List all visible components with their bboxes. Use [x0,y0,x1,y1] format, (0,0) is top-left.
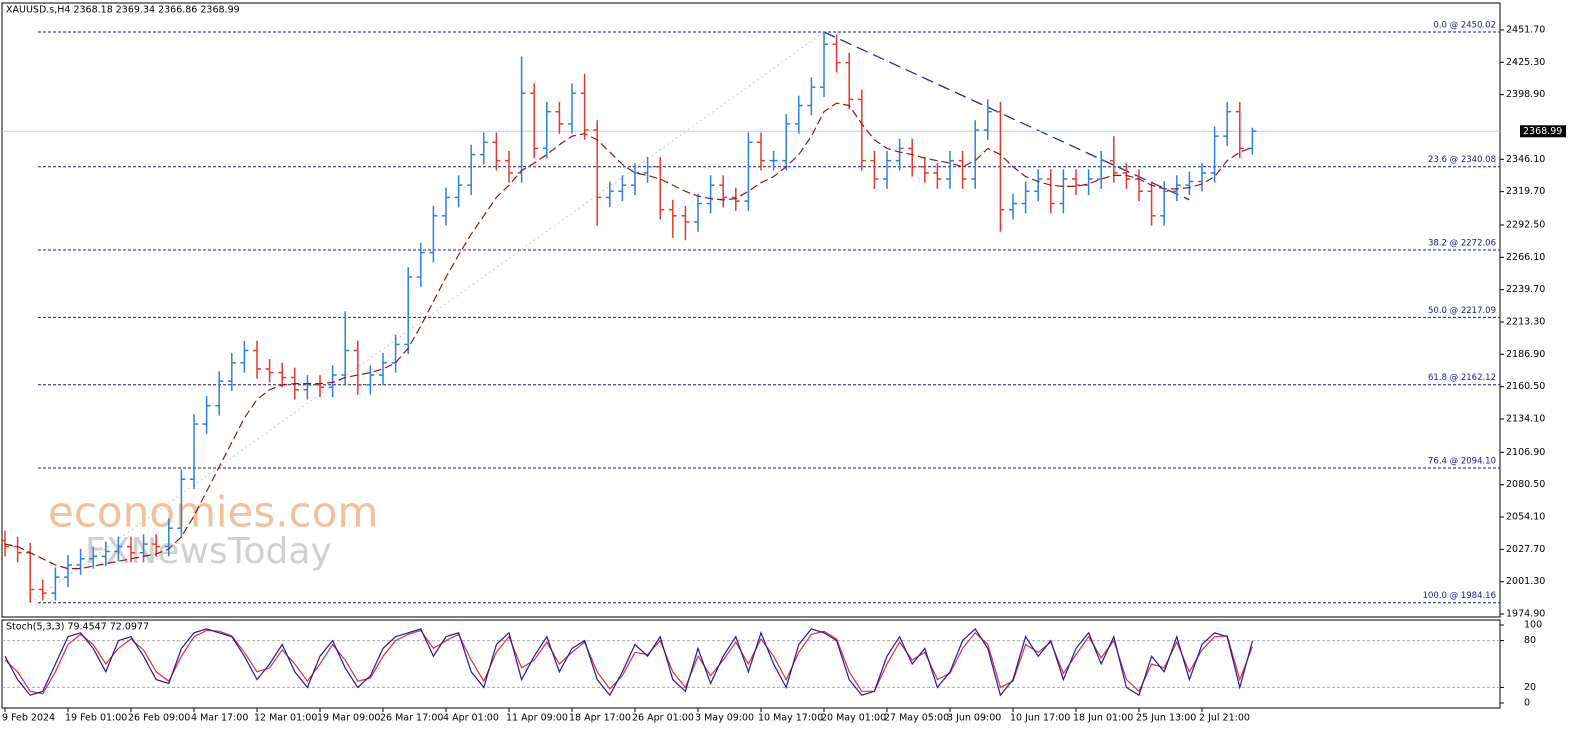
y-tick-label: 2160.50 [1506,381,1545,392]
fib-label: 23.6 @ 2340.08 [1428,155,1496,165]
current-price-box [1520,125,1566,138]
y2-tick-label: 80 [1524,635,1536,646]
x-tick-label: 19 Feb 01:00 [65,713,127,724]
y-tick-label: 2346.10 [1506,154,1545,165]
x-tick-label: 10 Jun 17:00 [1010,713,1070,724]
y-tick-label: 2186.90 [1506,349,1545,360]
x-tick-label: 19 Mar 09:00 [317,713,380,724]
chart-title: XAUUSD.s,H4 2368.18 2369.34 2366.86 2368… [6,5,240,16]
x-tick-label: 26 Apr 01:00 [632,713,694,724]
x-tick-label: 9 Feb 2024 [2,713,55,724]
y-tick-label: 2054.10 [1506,512,1545,523]
y-tick-label: 2239.70 [1506,284,1545,295]
price-panel [1,2,1501,618]
x-tick-label: 3 Jun 09:00 [947,713,1001,724]
x-tick-label: 12 Mar 01:00 [254,713,317,724]
fib-label: 61.8 @ 2162.12 [1428,373,1496,383]
watermark: economies.com [48,488,378,537]
y-tick-label: 2451.70 [1506,24,1545,35]
x-tick-label: 25 Jun 13:00 [1136,713,1196,724]
y-tick-label: 1974.90 [1506,609,1545,620]
x-tick-label: 4 Mar 17:00 [191,713,248,724]
y2-tick-label: 0 [1524,698,1530,709]
x-tick-label: 18 Jun 01:00 [1073,713,1133,724]
fib-label: 0.0 @ 2450.02 [1433,21,1496,31]
stoch-panel [1,619,1501,709]
x-tick-label: 11 Apr 09:00 [506,713,568,724]
fib-label: 76.4 @ 2094.10 [1428,457,1496,467]
current-price-label: 2368.99 [1523,126,1562,137]
x-tick-label: 27 May 05:00 [884,713,949,724]
x-tick-label: 18 Apr 17:00 [569,713,631,724]
y-tick-label: 2319.70 [1506,186,1545,197]
y-tick-label: 2001.30 [1506,576,1545,587]
watermark: FXNewsToday [85,531,332,572]
moving-average [4,102,1253,570]
fib-label: 38.2 @ 2272.06 [1428,239,1496,249]
y2-tick-label: 20 [1524,682,1536,693]
x-tick-label: 3 May 09:00 [695,713,754,724]
fib-label: 50.0 @ 2217.09 [1428,306,1496,316]
trendline [823,31,1190,201]
y2-tick-label: 100 [1524,619,1542,630]
y-tick-label: 2292.50 [1506,219,1545,230]
y-tick-label: 2106.90 [1506,447,1545,458]
y-tick-label: 2213.30 [1506,317,1545,328]
x-tick-label: 4 Apr 01:00 [443,713,499,724]
stoch-signal [4,629,1253,695]
x-tick-label: 26 Mar 17:00 [380,713,443,724]
y-tick-label: 2134.10 [1506,414,1545,425]
y-tick-label: 2266.10 [1506,252,1545,263]
x-tick-label: 10 May 17:00 [758,713,823,724]
x-tick-label: 2 Jul 21:00 [1199,713,1250,724]
y-tick-label: 2425.30 [1506,57,1545,68]
fib-label: 100.0 @ 1984.16 [1423,591,1496,601]
y-tick-label: 2398.90 [1506,89,1545,100]
stoch-main [4,627,1253,697]
y-tick-label: 2080.50 [1506,479,1545,490]
y-tick-label: 2027.70 [1506,544,1545,555]
x-tick-label: 26 Feb 09:00 [128,713,190,724]
stoch-title: Stoch(5,3,3) 79.4547 72.0977 [6,622,149,633]
x-tick-label: 20 May 01:00 [821,713,886,724]
